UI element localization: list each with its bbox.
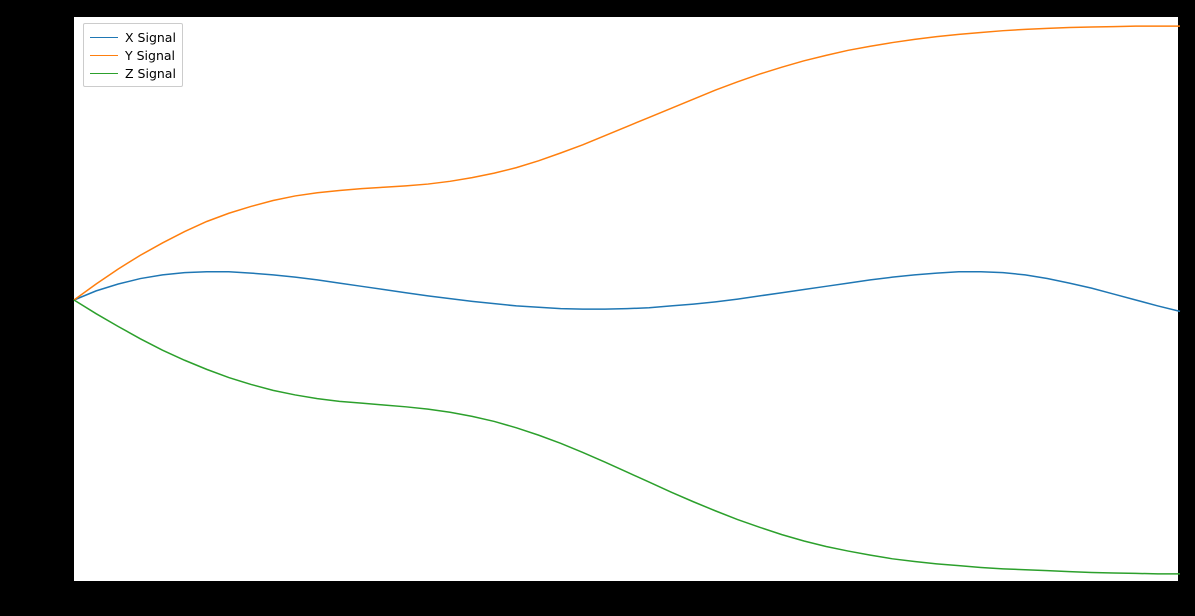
series-line [74, 300, 1180, 574]
legend-swatch-x [90, 37, 118, 38]
legend-swatch-z [90, 73, 118, 74]
legend: X Signal Y Signal Z Signal [83, 23, 183, 87]
series-line [74, 26, 1180, 300]
legend-swatch-y [90, 55, 118, 56]
legend-label-x: X Signal [125, 30, 176, 45]
legend-label-y: Y Signal [125, 48, 175, 63]
plot-area: X Signal Y Signal Z Signal [73, 16, 1179, 582]
legend-item: X Signal [90, 28, 176, 46]
legend-item: Z Signal [90, 64, 176, 82]
legend-item: Y Signal [90, 46, 176, 64]
chart-lines [74, 17, 1180, 583]
series-line [74, 272, 1180, 312]
legend-label-z: Z Signal [125, 66, 176, 81]
